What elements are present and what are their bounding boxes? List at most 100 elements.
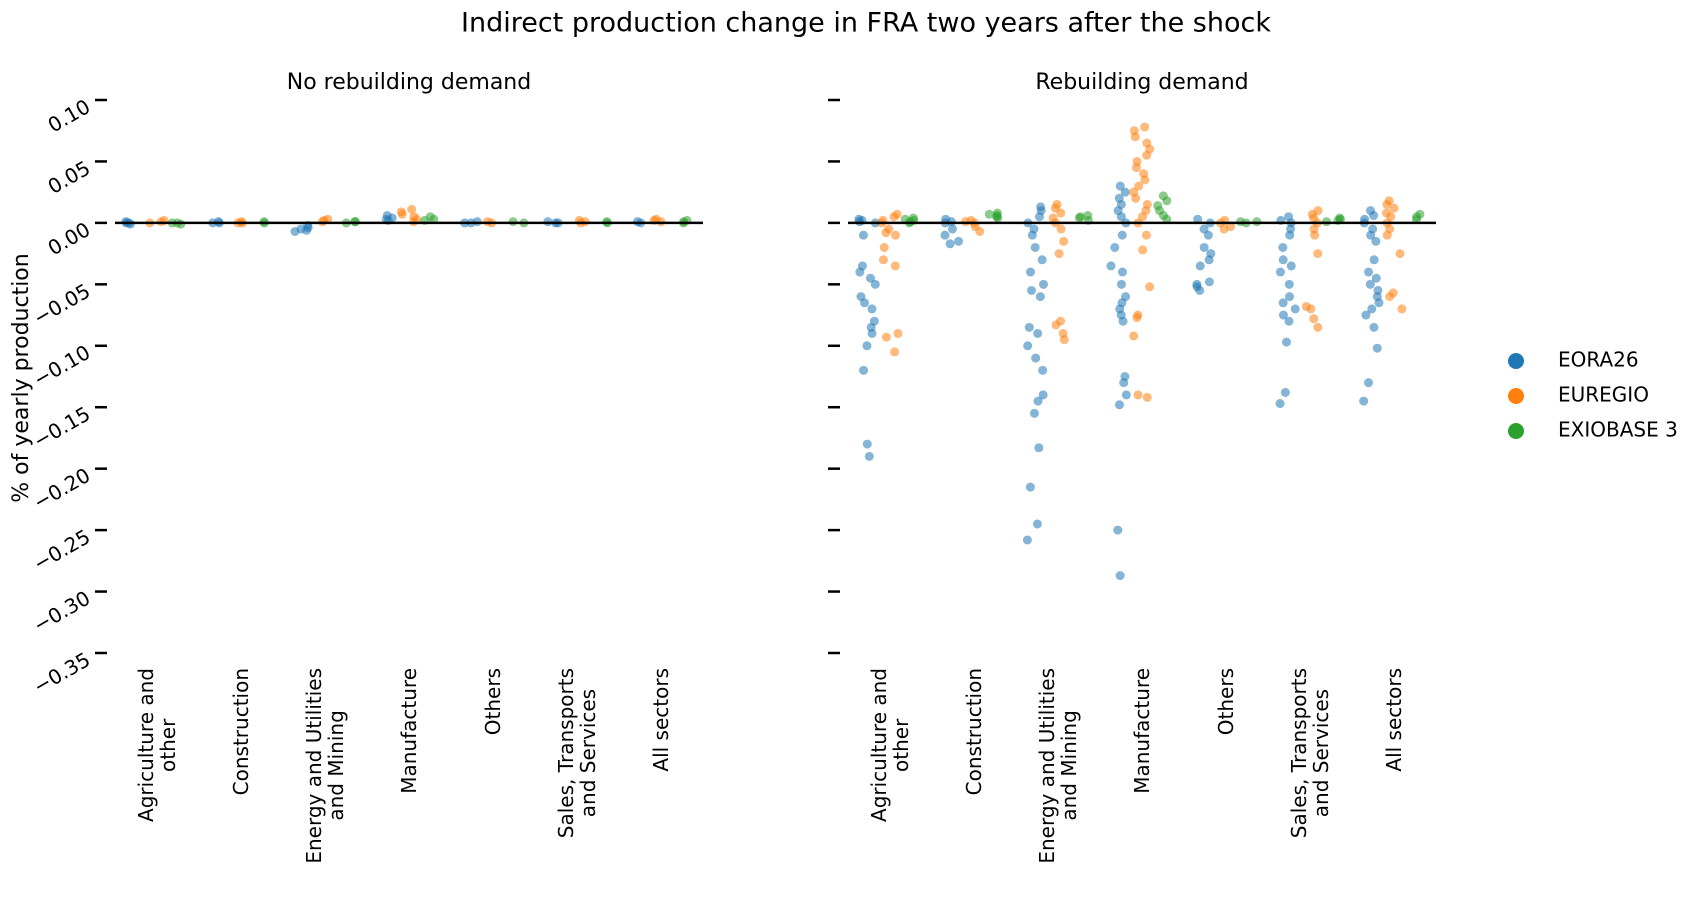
data-point bbox=[296, 224, 306, 234]
data-point bbox=[1309, 314, 1319, 324]
data-point bbox=[1313, 249, 1323, 259]
data-point bbox=[1116, 212, 1126, 222]
data-point bbox=[1117, 230, 1127, 240]
data-point bbox=[1138, 245, 1148, 255]
x-tick-label: Energy and Utilities and Mining bbox=[1035, 668, 1081, 864]
data-point bbox=[1038, 390, 1048, 400]
data-point bbox=[1361, 310, 1371, 320]
data-point bbox=[1037, 255, 1047, 265]
data-point bbox=[1117, 267, 1127, 277]
data-point bbox=[1076, 212, 1086, 222]
data-point bbox=[1363, 267, 1373, 277]
data-point bbox=[1204, 277, 1214, 287]
data-point bbox=[945, 239, 955, 249]
data-point bbox=[1032, 519, 1042, 529]
data-point bbox=[867, 328, 877, 338]
data-point bbox=[1038, 279, 1048, 289]
data-point bbox=[893, 328, 903, 338]
data-point bbox=[1023, 341, 1033, 351]
y-tick-label: −0.30 bbox=[29, 586, 94, 637]
x-tick-label: Sales, Transports and Services bbox=[1287, 668, 1333, 839]
data-point bbox=[1030, 242, 1040, 252]
data-point bbox=[1195, 285, 1205, 295]
data-point bbox=[1369, 322, 1379, 332]
data-point bbox=[1027, 285, 1037, 295]
data-point bbox=[855, 267, 865, 277]
data-point bbox=[1140, 175, 1150, 185]
x-tick-label: Construction bbox=[229, 668, 253, 796]
data-point bbox=[1284, 316, 1294, 326]
data-point bbox=[881, 228, 891, 238]
data-point bbox=[858, 230, 868, 240]
data-point bbox=[1024, 322, 1034, 332]
data-point bbox=[1038, 365, 1048, 375]
data-point bbox=[1132, 313, 1142, 323]
data-point bbox=[1031, 353, 1041, 363]
data-point bbox=[1034, 443, 1044, 453]
data-point bbox=[1219, 224, 1229, 234]
x-tick-label: All sectors bbox=[1382, 668, 1406, 772]
data-point bbox=[862, 341, 872, 351]
data-point bbox=[1411, 214, 1421, 224]
x-tick-label: Manufacture bbox=[397, 668, 421, 794]
data-point bbox=[1035, 292, 1045, 302]
data-point bbox=[889, 212, 899, 222]
data-point bbox=[1313, 322, 1323, 332]
y-tick-label: −0.05 bbox=[29, 279, 94, 330]
data-point bbox=[940, 230, 950, 240]
data-point bbox=[878, 255, 888, 265]
data-point bbox=[1193, 214, 1203, 224]
data-point bbox=[865, 273, 875, 283]
data-point bbox=[1278, 255, 1288, 265]
data-point bbox=[1056, 208, 1066, 218]
legend-label: EORA26 bbox=[1558, 348, 1639, 372]
data-point bbox=[1145, 282, 1155, 292]
data-point bbox=[947, 224, 957, 234]
y-axis-label: % of yearly production bbox=[9, 253, 34, 502]
data-point bbox=[1284, 279, 1294, 289]
data-point bbox=[429, 214, 439, 224]
data-point bbox=[1118, 316, 1128, 326]
y-tick-label: 0.10 bbox=[44, 94, 95, 137]
data-point bbox=[1385, 292, 1395, 302]
x-tick-label: Sales, Transports and Services bbox=[554, 668, 600, 839]
data-point bbox=[323, 214, 333, 224]
x-tick-label: Agriculture and other bbox=[867, 668, 913, 822]
x-tick-label: All sectors bbox=[649, 668, 673, 772]
data-point bbox=[1290, 304, 1300, 314]
data-point bbox=[984, 209, 994, 219]
data-point bbox=[1026, 267, 1036, 277]
data-point bbox=[1281, 337, 1291, 347]
data-point bbox=[954, 236, 964, 246]
legend-marker bbox=[1508, 353, 1524, 369]
data-point bbox=[1275, 267, 1285, 277]
data-point bbox=[1142, 150, 1152, 160]
data-point bbox=[1395, 249, 1405, 259]
data-point bbox=[1372, 343, 1382, 353]
data-point bbox=[1115, 181, 1125, 191]
data-point bbox=[870, 279, 880, 289]
data-point bbox=[1204, 255, 1214, 265]
data-point bbox=[1115, 571, 1125, 581]
y-tick-label: −0.15 bbox=[29, 402, 94, 453]
data-point bbox=[1054, 249, 1064, 259]
x-tick-label: Others bbox=[1214, 668, 1238, 736]
data-point bbox=[1275, 399, 1285, 409]
data-point bbox=[1056, 224, 1066, 234]
data-point bbox=[1278, 242, 1288, 252]
data-point bbox=[1029, 408, 1039, 418]
data-point bbox=[1131, 163, 1141, 173]
data-point bbox=[407, 204, 417, 214]
data-point bbox=[1365, 279, 1375, 289]
data-point bbox=[1162, 214, 1172, 224]
data-point bbox=[1131, 193, 1141, 203]
panel-title: Rebuilding demand bbox=[1035, 70, 1248, 95]
data-point bbox=[1199, 242, 1209, 252]
legend-label: EXIOBASE 3 bbox=[1558, 418, 1678, 442]
data-point bbox=[1382, 199, 1392, 209]
y-tick-label: 0.00 bbox=[44, 217, 95, 260]
data-point bbox=[1369, 211, 1379, 221]
legend-marker bbox=[1508, 388, 1524, 404]
